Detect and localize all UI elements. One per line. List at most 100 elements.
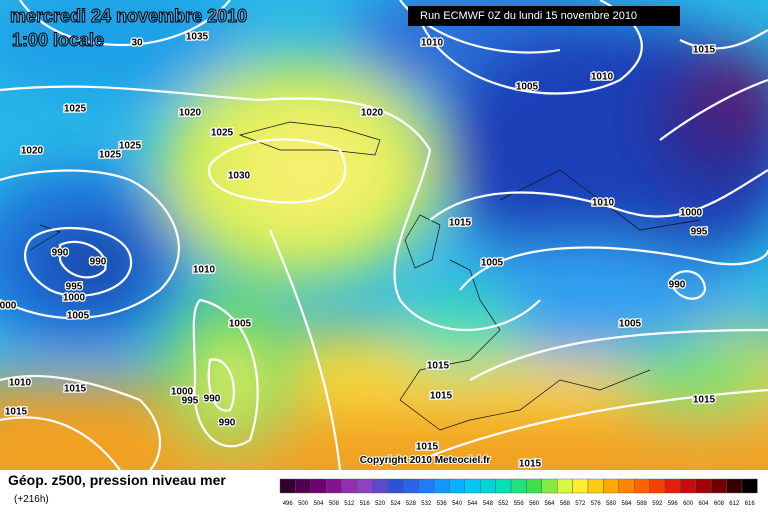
isobar-label: 1015	[5, 407, 28, 418]
lead-time: (+216h)	[14, 494, 49, 505]
colorbar-label: 584	[621, 501, 632, 507]
colorbar-label: 532	[421, 501, 432, 507]
colorbar-label: 604	[698, 501, 709, 507]
colorbar-swatch	[480, 478, 496, 494]
colorbar-swatch	[433, 478, 450, 494]
colorbar-swatch	[341, 478, 358, 494]
legend-title: Géop. z500, pression niveau mer	[8, 472, 226, 488]
colorbar-swatch	[634, 478, 650, 494]
colorbar-swatch	[680, 478, 697, 494]
isobar-label: 995	[66, 282, 83, 293]
isobar-label: 1015	[449, 218, 472, 229]
colorbar-label: 516	[360, 501, 371, 507]
isobar-label: 1020	[361, 108, 384, 119]
colorbar-label: 500	[298, 501, 309, 507]
colorbar-swatch	[741, 478, 758, 494]
colorbar-label: 544	[467, 501, 478, 507]
isobar-label: 995	[691, 227, 708, 238]
map-time: 1:00 locale	[12, 30, 104, 50]
isobar-label: 1005	[229, 319, 252, 330]
colorbar-label: 612	[729, 501, 740, 507]
colorbar-label: 528	[406, 501, 417, 507]
isobar-label: 990	[204, 394, 221, 405]
colorbar-swatch	[464, 478, 481, 494]
colorbar-swatch	[403, 478, 419, 494]
isobar-label: 30	[131, 38, 143, 49]
isobar-label: 1010	[421, 38, 444, 49]
isobar-label: 000	[0, 301, 17, 312]
isobar-label: 1025	[64, 104, 87, 115]
isobar-label: 1025	[119, 141, 142, 152]
isobar-label: 1035	[186, 32, 209, 43]
colorbar-label: 564	[544, 501, 555, 507]
isobar-label: 1025	[211, 128, 234, 139]
colorbar-label: 592	[652, 501, 663, 507]
isobar-label: 1015	[693, 395, 716, 406]
colorbar-swatch	[387, 478, 404, 494]
isobar-label: 1005	[619, 319, 642, 330]
colorbar-swatch	[618, 478, 635, 494]
colorbar-label: 496	[283, 501, 294, 507]
colorbar-label: 548	[483, 501, 494, 507]
colorbar-swatch	[449, 478, 465, 494]
colorbar-swatch	[711, 478, 727, 494]
colorbar-label: 512	[344, 501, 355, 507]
run-box	[408, 6, 680, 26]
colorbar-swatch	[495, 478, 512, 494]
colorbar-swatch	[372, 478, 388, 494]
isobar-label: 1010	[592, 198, 615, 209]
isobar-label: 1010	[193, 265, 216, 276]
isobar-label: 1020	[21, 146, 44, 157]
isobar-label: 990	[90, 257, 107, 268]
isobar-label: 1015	[430, 391, 453, 402]
isobar-label: 1015	[693, 45, 716, 56]
isobar-label: 990	[219, 418, 236, 429]
isobar-label: 1000	[63, 293, 86, 304]
isobar-label: 1010	[591, 72, 614, 83]
colorbar-label: 556	[514, 501, 525, 507]
colorbar-swatch	[326, 478, 342, 494]
colorbar-swatch	[310, 478, 327, 494]
colorbar-swatch	[664, 478, 681, 494]
isobar-label: 1015	[416, 442, 439, 453]
colorbar-label: 580	[606, 501, 617, 507]
colorbar-label: 600	[683, 501, 694, 507]
isobar-label: 1005	[481, 258, 504, 269]
colorbar-swatch	[557, 478, 573, 494]
isobar-label: 1015	[519, 459, 542, 470]
colorbar: 496 500 504 508 512 516 520 524 528 532 536 540 544 5…	[279, 478, 758, 507]
colorbar-label: 616	[745, 501, 756, 507]
copyright: Copyright 2010 Meteociel.fr	[360, 455, 491, 466]
colorbar-swatch	[726, 478, 743, 494]
isobar-label: 1030	[228, 171, 251, 182]
colorbar-label: 608	[714, 501, 725, 507]
isobar-label: 990	[52, 248, 69, 259]
colorbar-label: 520	[375, 501, 386, 507]
isobar-label: 1005	[67, 311, 90, 322]
colorbar-label: 524	[390, 501, 401, 507]
isobar-label: 1020	[179, 108, 202, 119]
isobar-label: 1000	[680, 208, 703, 219]
colorbar-label: 588	[637, 501, 648, 507]
isobar-label: 1015	[427, 361, 450, 372]
colorbar-swatch	[356, 478, 373, 494]
colorbar-label: 568	[560, 501, 571, 507]
colorbar-label: 560	[529, 501, 540, 507]
isobar-label: 1025	[99, 150, 122, 161]
map-date: mercredi 24 novembre 2010	[10, 6, 247, 26]
colorbar-label: 508	[329, 501, 340, 507]
colorbar-swatch	[587, 478, 604, 494]
colorbar-swatch	[510, 478, 527, 494]
colorbar-swatch	[695, 478, 712, 494]
isobar-label: 1015	[64, 384, 87, 395]
isobar-label: 995	[182, 396, 199, 407]
run-label: Run ECMWF 0Z du lundi 15 novembre 2010	[420, 10, 637, 22]
colorbar-swatch	[295, 478, 311, 494]
colorbar-label: 536	[437, 501, 448, 507]
colorbar-swatch	[572, 478, 589, 494]
colorbar-swatch	[603, 478, 620, 494]
colorbar-swatch	[279, 478, 296, 494]
colorbar-swatch	[418, 478, 435, 494]
